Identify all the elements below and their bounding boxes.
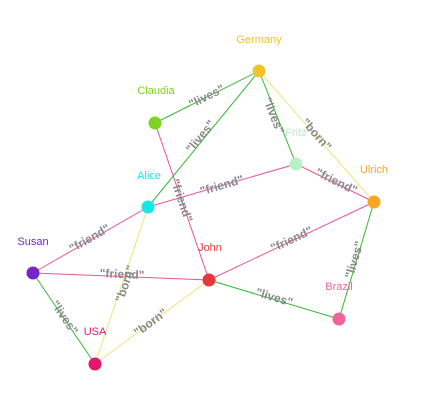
edge-claudia-john: [154, 122, 210, 281]
edge-label-alice-fritz: "friend": [198, 172, 245, 198]
edge-label-susan-usa: "lives": [48, 298, 81, 337]
edge-fritz-ulrich: [295, 163, 375, 203]
edge-usa-john: [94, 279, 210, 365]
edges-layer: [32, 70, 375, 365]
edge-ulrich-brazil: [338, 201, 375, 320]
node-label-brazil: Brazil: [325, 281, 353, 293]
edge-label-usa-john: "born": [131, 305, 170, 339]
node-brazil[interactable]: [332, 312, 346, 326]
edge-alice-usa: [94, 206, 149, 365]
edge-john-brazil: [208, 279, 340, 320]
edge-label-susan-alice: "friend": [67, 221, 113, 255]
node-label-fritz: Fritz: [285, 127, 306, 139]
node-label-alice: Alice: [137, 170, 161, 182]
node-label-usa: USA: [84, 326, 107, 338]
edge-germany-fritz: [258, 70, 297, 165]
node-claudia[interactable]: [148, 116, 162, 130]
node-label-germany: Germany: [236, 34, 282, 46]
edge-label-ulrich-brazil: "lives": [342, 240, 366, 280]
edge-germany-ulrich: [258, 70, 375, 203]
edge-susan-alice: [32, 206, 149, 274]
node-label-ulrich: Ulrich: [360, 164, 388, 176]
edge-label-susan-john: "friend": [99, 266, 144, 282]
node-label-claudia: Claudia: [137, 85, 175, 97]
edge-label-john-brazil: "lives": [254, 285, 294, 309]
edge-susan-usa: [32, 272, 96, 365]
edge-label-fritz-ulrich: "friend": [313, 165, 359, 197]
nodes-layer: [26, 64, 381, 371]
edge-label-germany-fritz: "lives": [260, 95, 287, 136]
node-john[interactable]: [202, 273, 216, 287]
edge-label-john-ulrich: "friend": [268, 223, 314, 255]
edge-alice-fritz: [147, 163, 297, 208]
edge-labels-layer: "lives""lives""lives" "born""friend""frie…: [48, 81, 366, 339]
node-ulrich[interactable]: [367, 195, 381, 209]
node-usa[interactable]: [88, 357, 102, 371]
node-fritz[interactable]: [289, 157, 303, 171]
node-susan[interactable]: [26, 266, 40, 280]
node-germany[interactable]: [252, 64, 266, 78]
node-label-susan: Susan: [17, 236, 48, 248]
node-label-john: John: [198, 242, 222, 254]
node-labels-layer: Germany Claudia Fritz Alice Ulrich John Susan B…: [17, 34, 388, 338]
node-alice[interactable]: [141, 200, 155, 214]
edge-claudia-germany: [154, 70, 260, 124]
edge-label-claudia-john: "friend": [168, 177, 196, 224]
edge-label-claudia-germany: "lives": [186, 81, 226, 111]
edge-alice-germany: [147, 70, 260, 208]
edge-susan-john: [32, 272, 210, 281]
edge-label-alice-germany: "lives": [183, 117, 218, 155]
edge-john-ulrich: [208, 201, 375, 281]
